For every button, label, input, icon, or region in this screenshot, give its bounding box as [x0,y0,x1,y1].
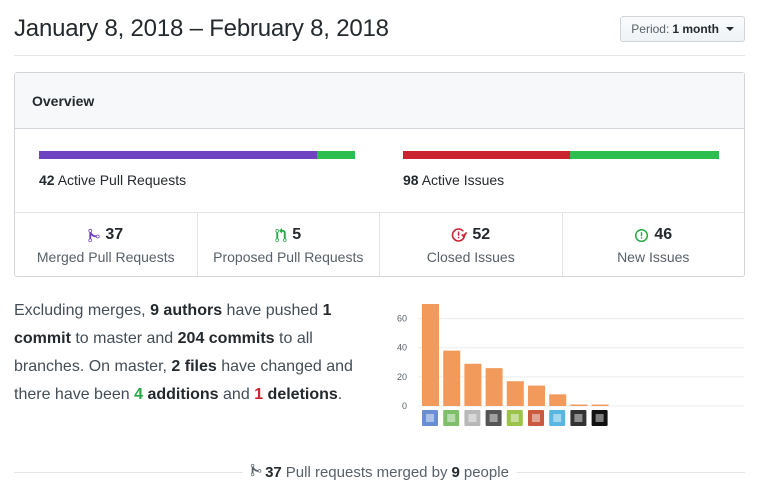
chart-bar [528,385,545,406]
summary-text: and [223,386,250,403]
y-tick-label: 0 [402,401,407,411]
period-label: Period: [631,22,670,36]
summary-text: to master and [75,330,174,347]
author-avatar[interactable] [485,410,502,426]
avatar-pattern [447,414,456,422]
chevron-down-icon [726,27,734,31]
files-changed-count: 2 files [171,358,217,375]
avatar-pattern [574,414,583,422]
y-tick-label: 60 [397,314,407,324]
chart-bar [591,404,609,406]
commit-summary: Excluding merges, 9 authors have pushed … [14,297,364,409]
footer-people-count: 9 [451,463,460,481]
new-segment [570,151,719,159]
merged-segment [39,151,318,159]
merged-pull-requests-value: 37 [105,226,124,243]
all-commits-link[interactable]: 204 commits [177,330,275,347]
proposed-pull-requests-value: 5 [292,226,302,243]
master-commits-link[interactable]: 1 commit [14,302,332,347]
footer-people-word: people [463,463,509,481]
active-pull-requests-label: Active Pull Requests [57,172,187,188]
summary-text: Excluding merges, [14,302,146,319]
period-value: 1 month [672,22,719,36]
summary-text: . [337,386,343,403]
chart-bar [570,404,588,406]
overview-title: Overview [32,92,95,109]
active-pull-requests-caption: 42 Active Pull Requests [39,172,355,188]
merged-pull-requests-footer: 37 Pull requests merged by 9 people [14,462,745,482]
additions-label: additions [147,386,219,403]
avatar-pattern [510,414,519,422]
avatar-pattern [595,414,604,422]
open-segment [317,151,355,159]
merge-icon [250,463,261,481]
active-pull-requests-summary[interactable]: 42 Active Pull Requests [39,151,355,188]
avatar-pattern [468,414,477,422]
stat-merged-pull-requests[interactable]: 37 Merged Pull Requests [15,213,198,276]
additions-count: 4 [134,386,144,403]
pull-request-icon [275,227,287,243]
closed-issues-value: 52 [472,226,491,243]
summary-text: have pushed [226,302,319,319]
new-issues-label: New Issues [617,249,690,265]
author-avatar[interactable] [549,410,566,426]
author-avatar[interactable] [591,410,608,426]
overview-panel: Overview 42 Active Pull Requests 98 Acti… [14,72,745,277]
deletions-count: 1 [254,386,264,403]
active-issues-caption: 98 Active Issues [403,172,719,188]
date-range-title: January 8, 2018 – February 8, 2018 [14,15,389,42]
footer-label: Pull requests merged by [285,463,448,481]
authors-link[interactable]: 9 authors [150,302,223,319]
summary-text: to all branches. On master, [14,330,313,375]
overview-bars: 42 Active Pull Requests 98 Active Issues [15,129,744,213]
chart-bar [549,394,567,406]
pull-requests-progress-bar [39,151,355,159]
chart-bar [464,363,482,406]
overview-stats: 37 Merged Pull Requests 5 Proposed Pull … [15,213,744,276]
commits-by-author-chart: 0 20 40 60 [397,304,744,426]
header: January 8, 2018 – February 8, 2018 Perio… [14,0,745,56]
stat-closed-issues[interactable]: 52 Closed Issues [380,213,563,276]
closed-segment [403,151,571,159]
active-pull-requests-count: 42 [39,172,55,188]
active-issues-label: Active Issues [421,172,505,188]
footer-text: 37 Pull requests merged by 9 people [242,463,517,481]
author-avatar[interactable] [464,410,481,426]
avatar-pattern [489,414,498,422]
deletions-label: deletions [267,386,338,403]
avatar-pattern [553,414,562,422]
chart-bar [443,350,461,406]
y-tick-label: 40 [397,343,407,353]
stat-proposed-pull-requests[interactable]: 5 Proposed Pull Requests [198,213,380,276]
y-tick-label: 20 [397,372,407,382]
issues-progress-bar [403,151,719,159]
merged-pull-requests-label: Merged Pull Requests [36,249,175,265]
summary-text: have changed and there have been [14,358,353,403]
new-issues-value: 46 [654,226,673,243]
issue-closed-icon [451,227,468,243]
proposed-pull-requests-label: Proposed Pull Requests [213,249,364,265]
active-issues-count: 98 [403,172,419,188]
overview-header: Overview [15,73,744,129]
author-avatar[interactable] [443,410,460,426]
period-dropdown-button[interactable]: Period: 1 month [620,16,745,42]
closed-issues-label: Closed Issues [426,249,515,265]
author-avatar[interactable] [506,410,523,426]
footer-merged-count: 37 [265,463,282,481]
chart-bar [422,304,439,406]
issue-opened-icon [634,228,649,243]
avatar-pattern [532,414,540,422]
merge-icon [88,228,100,243]
stat-new-issues[interactable]: 46 New Issues [563,213,745,276]
author-avatar[interactable] [422,410,438,426]
avatar-pattern [426,414,434,422]
active-issues-summary[interactable]: 98 Active Issues [403,151,719,188]
chart-bar [485,368,503,406]
author-avatar[interactable] [570,410,587,426]
chart-bar [506,381,524,406]
author-avatar[interactable] [528,410,544,426]
